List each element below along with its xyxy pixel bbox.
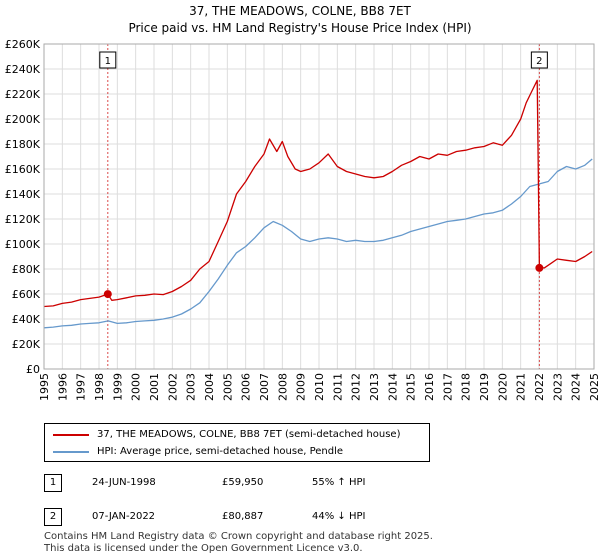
y-tick-label: £100K (5, 238, 41, 251)
chart-legend: 37, THE MEADOWS, COLNE, BB8 7ET (semi-de… (44, 423, 430, 462)
x-tick-label: 2011 (331, 373, 344, 401)
x-tick-label: 2013 (368, 373, 381, 401)
x-tick-label: 2004 (203, 373, 216, 401)
x-tick-label: 2012 (350, 373, 363, 401)
y-tick-label: £160K (5, 163, 41, 176)
legend-property-swatch (53, 434, 89, 436)
x-tick-label: 2015 (405, 373, 418, 401)
x-tick-label: 2003 (185, 373, 198, 401)
legend-hpi-label: HPI: Average price, semi-detached house,… (97, 446, 344, 457)
transaction-badge: 2 (44, 508, 62, 526)
x-tick-label: 1996 (56, 373, 69, 401)
x-tick-label: 1999 (111, 373, 124, 401)
x-tick-label: 2006 (240, 373, 253, 401)
x-tick-label: 2014 (386, 373, 399, 401)
x-tick-label: 2018 (460, 373, 473, 401)
x-tick-label: 2016 (423, 373, 436, 401)
legend-hpi-swatch (53, 451, 89, 453)
x-tick-label: 1997 (75, 373, 88, 401)
y-tick-label: £20K (12, 338, 41, 351)
transaction-date: 07-JAN-2022 (92, 511, 156, 522)
x-tick-label: 2000 (130, 373, 143, 401)
y-tick-label: £120K (5, 213, 41, 226)
transaction-point (103, 290, 112, 299)
x-tick-label: 1998 (93, 373, 106, 401)
x-tick-label: 2010 (313, 373, 326, 401)
x-tick-label: 2017 (441, 373, 454, 401)
x-tick-label: 2020 (496, 373, 509, 401)
transaction-marker-label: 2 (536, 56, 542, 67)
x-tick-label: 2008 (276, 373, 289, 401)
price-chart: £0 £20K £40K £60K £80K £100K £120K £140K £160K £1… (5, 38, 600, 401)
hpi-line (43, 158, 593, 329)
x-tick-label: 1995 (38, 373, 51, 401)
transaction-badge: 1 (44, 474, 62, 492)
transaction-hpi-change: 55% ↑ HPI (312, 477, 366, 488)
y-tick-label: £0 (26, 363, 40, 376)
y-tick-label: £80K (12, 263, 41, 276)
x-tick-label: 2021 (515, 373, 528, 401)
legend-property-label: 37, THE MEADOWS, COLNE, BB8 7ET (semi-de… (97, 429, 401, 440)
chart-subtitle: Price paid vs. HM Land Registry's House … (128, 21, 472, 35)
footer-licence: This data is licensed under the Open Gov… (44, 543, 363, 554)
x-tick-label: 2024 (570, 373, 583, 401)
x-tick-label: 2007 (258, 373, 271, 401)
x-tick-label: 2019 (478, 373, 491, 401)
y-tick-label: £260K (5, 38, 41, 51)
x-tick-label: 2023 (551, 373, 564, 401)
chart-title: 37, THE MEADOWS, COLNE, BB8 7ET (189, 4, 411, 18)
x-tick-label: 2025 (588, 373, 600, 401)
transaction-marker-label: 1 (105, 56, 111, 67)
y-tick-label: £200K (5, 113, 41, 126)
transaction-marker-box (99, 51, 117, 69)
y-tick-label: £180K (5, 138, 41, 151)
property-price-line (43, 79, 593, 308)
y-tick-label: £60K (12, 288, 41, 301)
footer-copyright: Contains HM Land Registry data © Crown c… (44, 531, 433, 542)
x-tick-label: 2001 (148, 373, 161, 401)
transaction-price: £80,887 (222, 511, 264, 522)
y-tick-label: £40K (12, 313, 41, 326)
transaction-date: 24-JUN-1998 (92, 477, 156, 488)
transaction-point (535, 263, 544, 272)
transaction-marker-box (530, 51, 548, 69)
x-tick-label: 2002 (166, 373, 179, 401)
x-tick-label: 2022 (533, 373, 546, 401)
plot-frame (43, 43, 595, 370)
x-tick-label: 2005 (221, 373, 234, 401)
transaction-hpi-change: 44% ↓ HPI (312, 511, 366, 522)
y-tick-label: £240K (5, 63, 41, 76)
y-tick-label: £220K (5, 88, 41, 101)
transaction-price: £59,950 (222, 477, 264, 488)
x-tick-label: 2009 (295, 373, 308, 401)
y-tick-label: £140K (5, 188, 41, 201)
